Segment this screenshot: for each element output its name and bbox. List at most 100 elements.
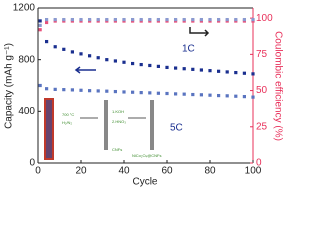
inset [44,98,154,160]
marker [45,17,49,22]
marker [113,59,117,63]
inset-fiber [104,100,108,150]
y2-tick-label: 100 [256,13,273,24]
y2-tick-label: 0 [256,158,262,169]
marker [148,17,152,22]
marker [96,56,100,60]
marker [62,88,66,92]
marker [38,28,42,32]
y2-tick-label: 50 [256,85,268,96]
marker [156,91,160,95]
marker [208,17,212,22]
marker [191,92,195,97]
marker [62,47,66,51]
marker [122,90,126,94]
marker [45,20,49,25]
marker [225,94,229,98]
marker [38,19,42,23]
y-tick-label: 0 [29,158,35,169]
marker [70,17,74,22]
annotation: 1C [182,44,195,55]
marker [88,89,92,93]
x-tick-label: 60 [161,166,173,177]
marker [208,69,212,73]
marker [122,60,126,64]
marker [208,93,212,97]
annotation: NiCo₂O₄@CNFs [132,153,161,158]
marker [96,17,100,22]
y2-tick-label: 75 [256,49,268,60]
marker [165,17,169,22]
marker [234,17,238,22]
arrow [74,66,96,74]
marker [122,17,126,22]
marker [165,91,169,96]
marker [182,92,186,96]
marker [38,23,42,27]
marker [113,89,117,94]
inset-fiber-core [46,100,52,158]
marker [242,95,246,99]
marker [131,61,135,66]
marker [191,67,195,71]
annotation: H₂/N₂ [62,120,72,125]
marker [191,17,195,22]
marker [234,70,238,75]
marker [251,17,255,22]
marker [182,17,186,22]
y-axis-title: Capacity (mAh g⁻¹) [4,43,15,129]
marker [79,52,83,56]
x-tick-label: 100 [245,166,262,177]
x-tick-label: 80 [204,166,216,177]
marker [156,64,160,68]
marker [38,83,42,88]
marker [62,17,66,22]
x-axis-title: Cycle [132,177,157,188]
marker [225,17,229,22]
marker [53,45,57,49]
marker [96,89,100,93]
marker [79,88,83,92]
marker [105,89,109,93]
marker [242,71,246,75]
marker [251,95,255,99]
annotation: 700 °C [62,112,74,117]
x-tick-label: 20 [75,166,87,177]
annotation: 5C [170,123,183,134]
marker [45,87,49,91]
marker [251,72,255,76]
marker [165,65,169,70]
marker [156,17,160,22]
chart: Cycle Capacity (mAh g⁻¹) Coulombic effic… [4,3,284,188]
x-tick-label: 40 [118,166,130,177]
marker [217,69,221,73]
marker [53,17,57,22]
annotation: 1.KOH [112,109,124,114]
arrow [189,27,210,37]
annotation: 2.HNO₃ [112,119,126,124]
y-tick-label: 800 [18,54,35,65]
marker [88,54,92,58]
marker [139,62,143,67]
marker [139,17,143,22]
marker [131,90,135,94]
y2-axis-title: Coulombic efficiency (%) [272,31,283,141]
marker [174,92,178,96]
marker [199,68,203,72]
marker [199,93,203,97]
inset-fiber [150,100,154,150]
marker [199,17,203,22]
marker [131,17,135,22]
marker [174,66,178,70]
annotation: CNFs [112,147,122,152]
marker [242,17,246,22]
marker [174,17,178,22]
x-tick-label: 0 [35,166,41,177]
marker [217,17,221,22]
y-tick-label: 400 [18,106,35,117]
marker [148,63,152,68]
marker [105,17,109,22]
marker [53,87,57,91]
marker [217,93,221,98]
marker [88,17,92,22]
